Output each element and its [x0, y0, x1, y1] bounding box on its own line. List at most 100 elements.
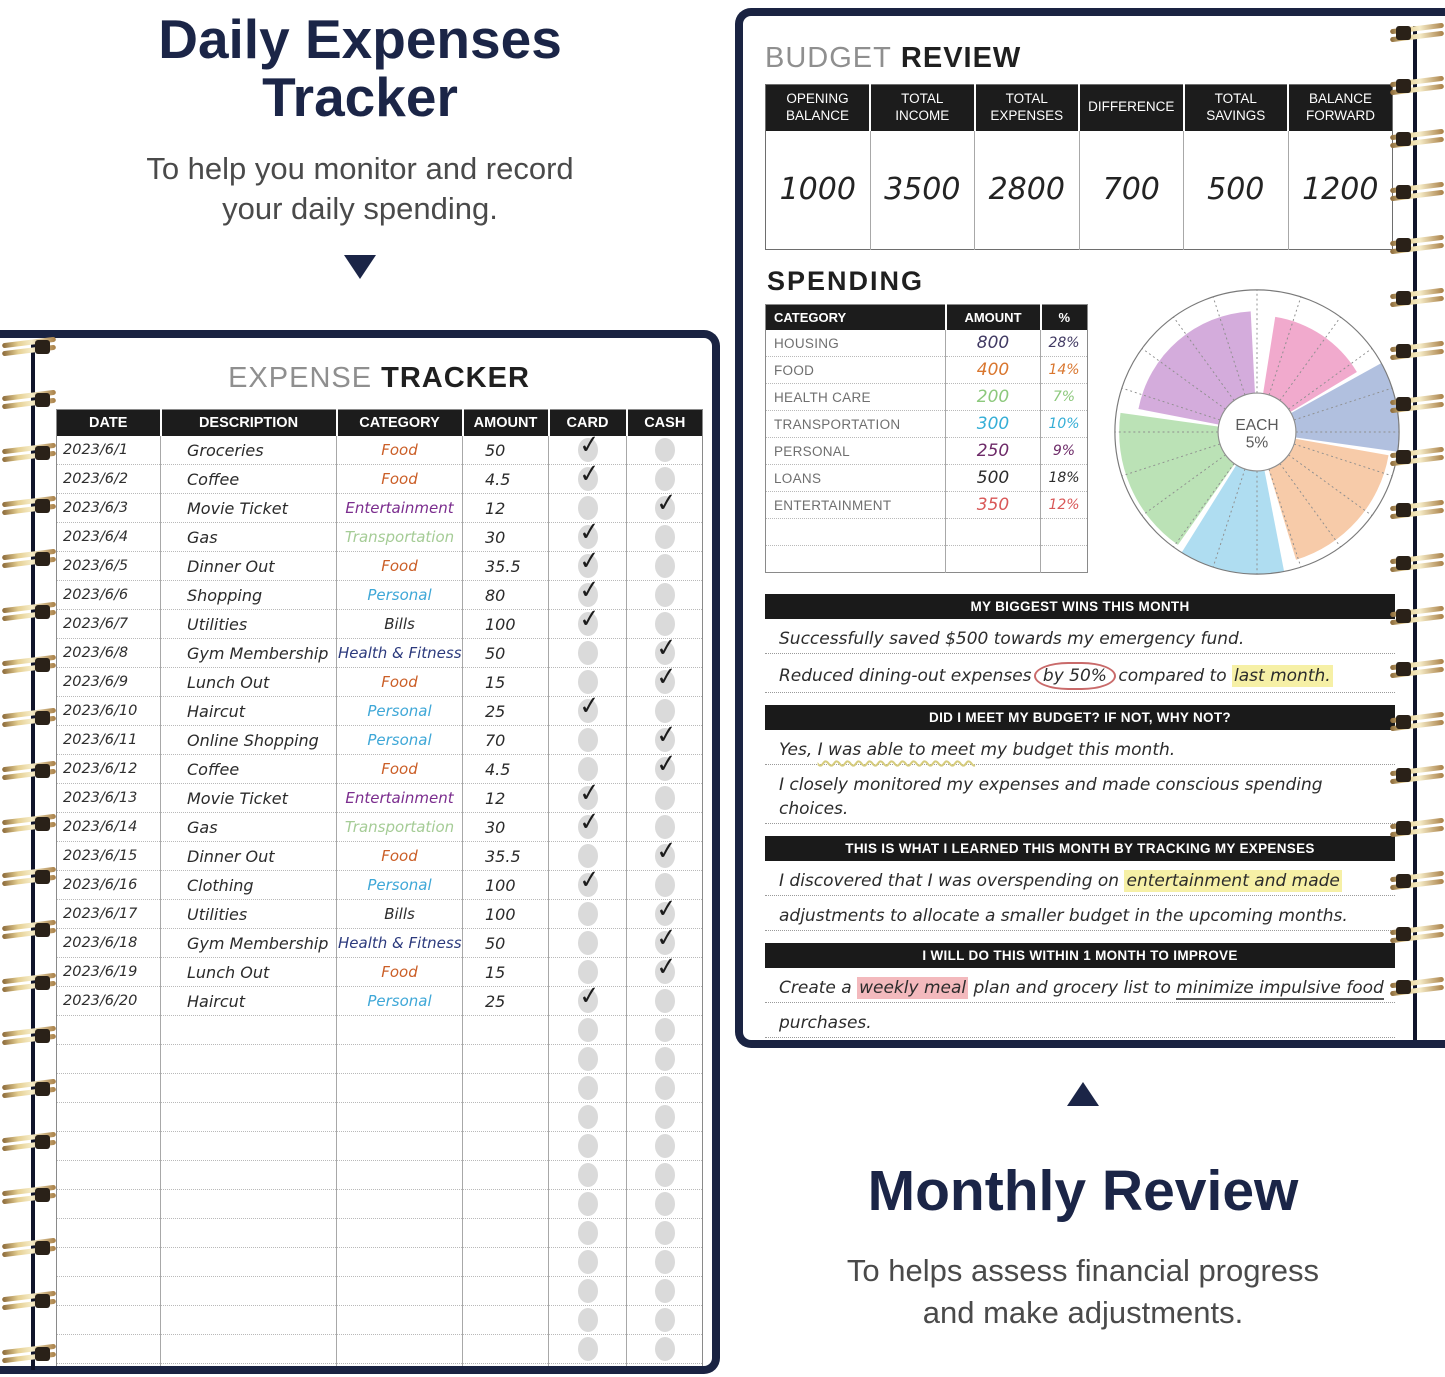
spiral-ring: [1, 813, 57, 834]
check-mark: ✓: [577, 552, 601, 578]
expense-amount: 30: [462, 522, 549, 552]
spiral-ring: [1389, 340, 1445, 361]
spiral-ring: [1, 1131, 57, 1152]
spending-category: FOOD: [765, 356, 946, 384]
expense-amount: 4.5: [462, 464, 549, 494]
expense-description: Utilities: [160, 609, 337, 639]
check-icon: ✓: [577, 696, 601, 722]
expense-row: 2023/6/6 Shopping Personal 80 ✓: [56, 580, 703, 610]
empty-circle: [654, 554, 675, 578]
annotated-text: last month.: [1232, 665, 1333, 687]
empty-circle: [577, 1279, 598, 1303]
section-header-bar: THIS IS WHAT I LEARNED THIS MONTH BY TRA…: [765, 836, 1395, 861]
expense-amount: 35.5: [462, 841, 549, 871]
expense-description: Lunch Out: [160, 957, 337, 987]
cash-check-cell: ✓: [626, 725, 703, 755]
check-mark: ✓: [577, 987, 601, 1013]
expense-date: 2023/6/9: [56, 667, 161, 697]
empty-circle: [577, 1308, 598, 1332]
review-section: MY BIGGEST WINS THIS MONTH Successfully s…: [765, 594, 1395, 693]
spending-row: LOANS 500 18%: [765, 464, 1088, 492]
spending-category: HEALTH CARE: [765, 383, 946, 411]
empty-circle: [654, 1076, 675, 1100]
expense-category: Bills: [336, 609, 463, 639]
expense-row: 2023/6/17 Utilities Bills 100 ✓: [56, 899, 703, 929]
expense-category: Personal: [336, 580, 463, 610]
check-icon: ✓: [577, 870, 601, 896]
intro-subtitle: To help you monitor and record your daily…: [146, 150, 574, 226]
cash-check-cell: [626, 464, 703, 494]
expense-description: Gas: [160, 522, 337, 552]
empty-circle: [654, 525, 675, 549]
card-check-cell: ✓: [548, 436, 627, 465]
empty-circle: [577, 1076, 598, 1100]
cash-check-cell: [626, 580, 703, 610]
empty-circle: [654, 1279, 675, 1303]
spending-col-amount: AMOUNT: [944, 304, 1041, 330]
spending-amount: 250: [945, 437, 1041, 465]
spiral-ring: [1, 866, 57, 887]
expense-row: 2023/6/7 Utilities Bills 100 ✓: [56, 609, 703, 639]
budget-review-paper: BUDGET REVIEW OPENING BALANCE TOTAL INCOME T…: [743, 16, 1445, 1040]
annotated-text: I was able to meet: [817, 740, 976, 760]
empty-circle: [654, 1192, 675, 1216]
check-mark: ✓: [654, 639, 678, 665]
card-check-cell: ✓: [548, 464, 627, 494]
review-sections: MY BIGGEST WINS THIS MONTH Successfully s…: [765, 594, 1395, 1040]
spending-percent: 12%: [1040, 491, 1088, 519]
spiral-ring: [1389, 128, 1445, 149]
cash-check-cell: ✓: [626, 493, 703, 523]
expense-amount: 25: [462, 986, 549, 1016]
spending-row: TRANSPORTATION 300 10%: [765, 410, 1088, 438]
spiral-ring: [1, 548, 57, 569]
spending-col-%: %: [1039, 304, 1088, 330]
expense-row: 2023/6/18 Gym Membership Health & Fitness 5…: [56, 928, 703, 958]
expense-empty-row: [56, 1218, 703, 1248]
card-check-cell: [548, 638, 627, 668]
cash-check-cell: ✓: [626, 754, 703, 784]
expense-date: 2023/6/7: [56, 609, 161, 639]
empty-circle: [577, 496, 598, 520]
expense-empty-row: [56, 1044, 703, 1074]
expense-row: 2023/6/16 Clothing Personal 100 ✓: [56, 870, 703, 900]
spending-category: ENTERTAINMENT: [765, 491, 946, 519]
check-mark: ✓: [577, 523, 601, 549]
section-header-bar: MY BIGGEST WINS THIS MONTH: [765, 594, 1395, 619]
spiral-ring: [1389, 817, 1445, 838]
empty-circle: [654, 583, 675, 607]
spiral-ring: [1, 760, 57, 781]
card-check-cell: ✓: [548, 609, 627, 639]
expense-description: Gym Membership: [160, 928, 337, 958]
expense-empty-row: [56, 1073, 703, 1103]
expense-date: 2023/6/12: [56, 754, 161, 784]
monthly-review-block: Monthly Review To helps assess financial…: [725, 1082, 1441, 1334]
plain-text: Reduced dining-out expenses: [779, 666, 1037, 686]
expense-row: 2023/6/2 Coffee Food 4.5 ✓: [56, 464, 703, 494]
card-check-cell: [548, 667, 627, 697]
cash-check-cell: [626, 436, 703, 465]
expense-date: 2023/6/2: [56, 464, 161, 494]
expense-date: 2023/6/4: [56, 522, 161, 552]
expense-date: 2023/6/13: [56, 783, 161, 813]
expense-description: Clothing: [160, 870, 337, 900]
empty-circle: [654, 1105, 675, 1129]
expense-empty-row: [56, 1131, 703, 1161]
budget-col-total-expenses: TOTAL EXPENSES: [973, 84, 1079, 131]
spending-amount: 200: [945, 383, 1041, 411]
spending-percent: 9%: [1040, 437, 1088, 465]
expense-category: Food: [336, 841, 463, 871]
expense-amount: 12: [462, 493, 549, 523]
expense-row: 2023/6/20 Haircut Personal 25 ✓: [56, 986, 703, 1016]
expense-date: 2023/6/18: [56, 928, 161, 958]
expense-amount: 100: [462, 899, 549, 929]
spending-row: PERSONAL 250 9%: [765, 437, 1088, 465]
empty-circle: [654, 1337, 675, 1361]
expense-date: 2023/6/8: [56, 638, 161, 668]
expense-date: 2023/6/1: [56, 436, 161, 465]
budget-col-opening-balance: OPENING BALANCE: [765, 84, 870, 131]
budget-col-difference: DIFFERENCE: [1078, 84, 1184, 131]
spiral-ring: [1, 1184, 57, 1205]
cash-check-cell: [626, 812, 703, 842]
cash-check-cell: ✓: [626, 841, 703, 871]
annotated-text: entertainment and made: [1124, 870, 1342, 892]
